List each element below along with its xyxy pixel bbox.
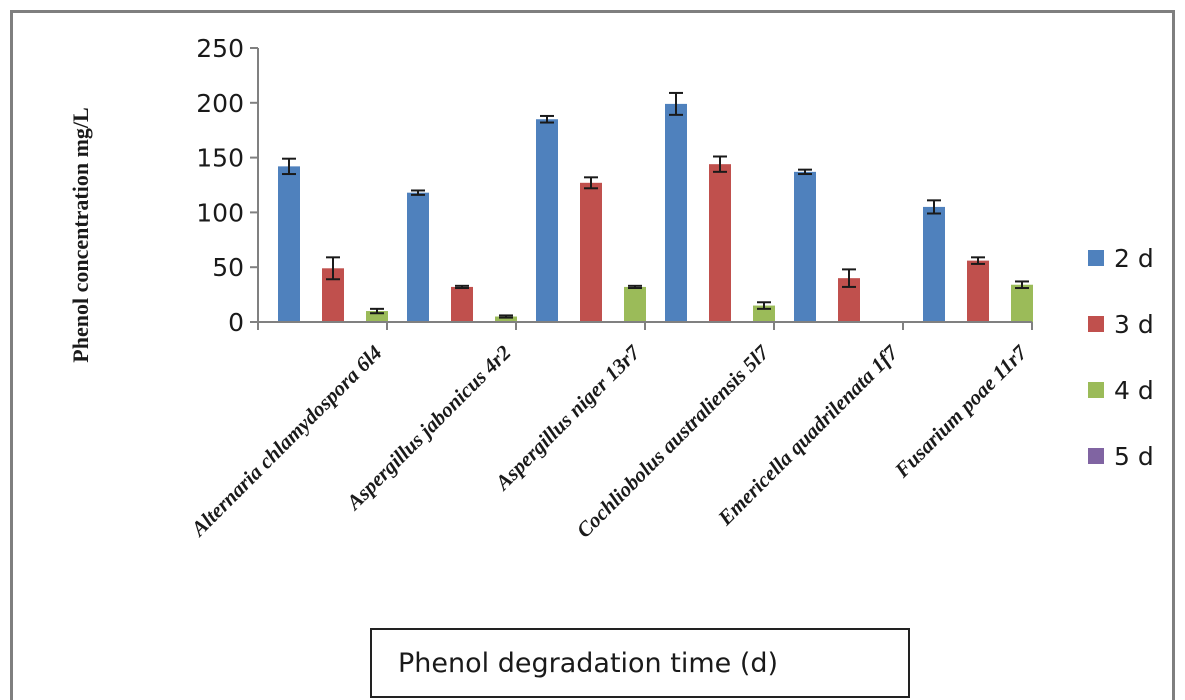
legend-label: 4 d bbox=[1114, 376, 1154, 405]
y-tick-label: 0 bbox=[228, 308, 244, 337]
legend-swatch bbox=[1088, 316, 1104, 332]
bar bbox=[407, 192, 429, 322]
bar bbox=[709, 164, 731, 322]
y-tick-label: 100 bbox=[196, 198, 244, 227]
category-label: Aspergillus niger 13r7 bbox=[489, 340, 645, 496]
bar bbox=[451, 286, 473, 322]
y-tick-label: 150 bbox=[196, 144, 244, 173]
legend: 2 d 3 d 4 d 5 d bbox=[1088, 244, 1154, 471]
bar bbox=[794, 171, 816, 322]
bar bbox=[580, 182, 602, 322]
bar bbox=[1011, 284, 1033, 322]
bar bbox=[665, 103, 687, 322]
bar bbox=[838, 278, 860, 322]
bar bbox=[322, 268, 344, 322]
chart-frame bbox=[10, 10, 1175, 700]
bar bbox=[278, 166, 300, 322]
bar bbox=[536, 119, 558, 323]
legend-swatch bbox=[1088, 382, 1104, 398]
y-axis: 0 50 100 150 200 250 bbox=[196, 34, 259, 337]
x-axis: Alternaria chlamydospora 6l4Aspergillus … bbox=[185, 321, 1033, 542]
y-tick-label: 50 bbox=[212, 253, 244, 282]
bar bbox=[923, 206, 945, 322]
bar bbox=[624, 286, 646, 322]
bars bbox=[278, 91, 1033, 323]
bar bbox=[495, 316, 517, 322]
legend-label: 2 d bbox=[1114, 244, 1154, 273]
legend-swatch bbox=[1088, 448, 1104, 464]
y-axis-label: Phenol concentration mg/L bbox=[68, 107, 93, 362]
x-axis-label: Phenol degradation time (d) bbox=[370, 628, 910, 698]
y-tick-label: 250 bbox=[196, 34, 244, 63]
bar bbox=[967, 260, 989, 322]
bar bbox=[366, 311, 388, 322]
y-tick-label: 200 bbox=[196, 89, 244, 118]
legend-label: 3 d bbox=[1114, 310, 1154, 339]
category-label: Fusarium poae 11r7 bbox=[889, 340, 1032, 483]
legend-swatch bbox=[1088, 250, 1104, 266]
legend-label: 5 d bbox=[1114, 442, 1154, 471]
